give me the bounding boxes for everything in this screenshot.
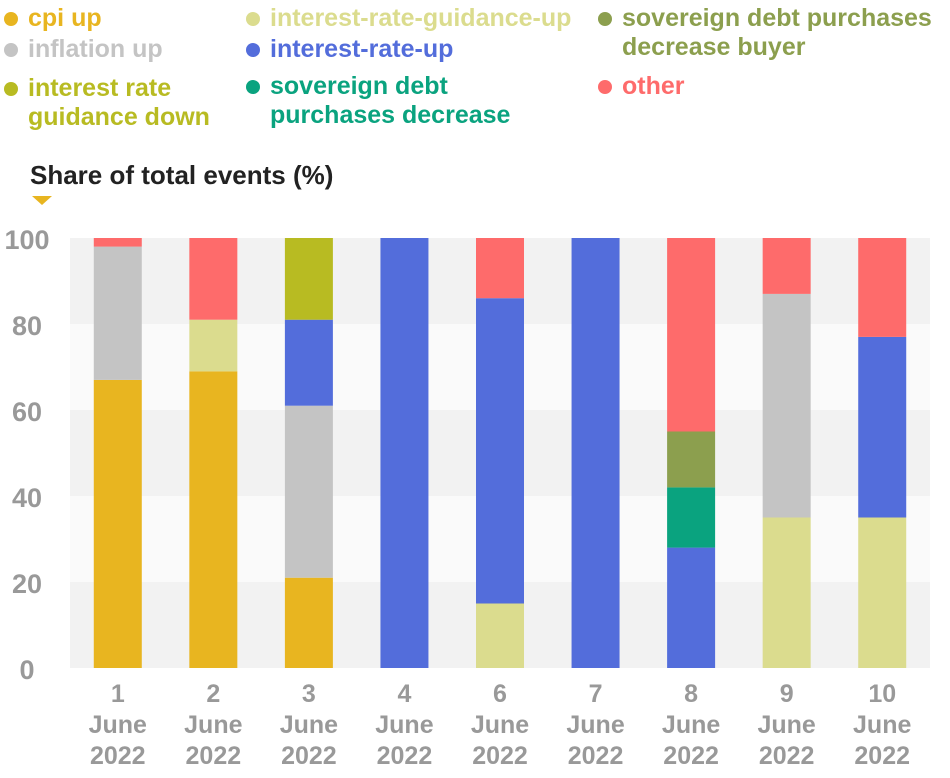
legend-swatch: [246, 80, 260, 94]
legend-swatch: [246, 43, 260, 57]
legend-swatch: [4, 43, 18, 57]
bar-segment-interest-rate-guidance-down[interactable]: [284, 238, 333, 320]
bar-segment-interest-rate-up[interactable]: [284, 319, 333, 406]
legend-swatch: [4, 12, 18, 26]
legend-swatch: [4, 82, 18, 96]
bar-segment-interest-rate-guidance-up[interactable]: [858, 517, 907, 669]
bar-segment-interest-rate-guidance-up[interactable]: [189, 319, 238, 372]
bar-segment-interest-rate-up[interactable]: [380, 238, 429, 668]
legend-item-interest-rate-up[interactable]: interest-rate-up: [246, 35, 453, 64]
legend: cpi up inflation up interest rate guidan…: [0, 0, 950, 150]
bar-segment-other[interactable]: [476, 238, 524, 299]
x-tick-label: 8 June 2022: [662, 680, 720, 770]
y-tick-label: 0: [19, 655, 34, 685]
legend-swatch: [598, 80, 612, 94]
x-axis-ticks: 1 June 2022 2 June 2022 3 June 2022 4 June 2022 6 Jun…: [89, 680, 912, 770]
bar-segment-cpi-up[interactable]: [189, 371, 238, 668]
y-tick-label: 20: [12, 569, 42, 599]
x-tick-label: 9 June 2022: [757, 680, 815, 770]
legend-label: interest rate guidance down: [28, 74, 210, 131]
bar-segment-other[interactable]: [858, 238, 907, 337]
legend-item-interest-rate-guidance-down[interactable]: interest rate guidance down: [4, 74, 210, 132]
legend-item-interest-rate-guidance-up[interactable]: interest-rate-guidance-up: [246, 4, 571, 33]
x-tick-label: 2 June 2022: [184, 680, 242, 770]
bar-segment-other[interactable]: [189, 238, 238, 320]
legend-swatch: [246, 12, 260, 26]
bar-segment-other[interactable]: [93, 238, 142, 247]
bar-segment-sovereign-debt-purchases-decrease-buyer[interactable]: [667, 431, 716, 488]
y-tick-label: 80: [12, 311, 42, 341]
legend-item-other[interactable]: other: [598, 72, 685, 101]
legend-item-sovereign-debt-purchases-decrease[interactable]: sovereign debt purchases decrease: [246, 72, 510, 130]
x-tick-label: 4 June 2022: [375, 680, 433, 770]
x-tick-label: 1 June 2022: [89, 680, 147, 770]
bar-segment-inflation-up[interactable]: [93, 246, 142, 380]
x-tick-label: 6 June 2022: [471, 680, 529, 770]
bar-segment-other[interactable]: [762, 238, 811, 294]
legend-label: interest-rate-guidance-up: [270, 4, 572, 32]
bar-segment-interest-rate-up[interactable]: [476, 298, 524, 604]
y-axis-label-marker-icon: [32, 196, 52, 205]
bar-segment-interest-rate-guidance-up[interactable]: [476, 603, 524, 669]
legend-item-cpi-up[interactable]: cpi up: [4, 4, 102, 33]
y-tick-label: 100: [4, 225, 49, 255]
bar-segment-cpi-up[interactable]: [284, 577, 333, 668]
legend-item-sovereign-debt-purchases-decrease-buyer[interactable]: sovereign debt purchases decrease buyer: [598, 4, 932, 62]
y-axis-ticks: 0 20 40 60 80 100: [4, 225, 49, 685]
legend-label: cpi up: [28, 4, 102, 32]
bars: [93, 238, 907, 669]
legend-label: sovereign debt purchases decrease: [270, 72, 511, 129]
bar-segment-interest-rate-up[interactable]: [667, 547, 716, 668]
x-tick-label: 7 June 2022: [566, 680, 624, 770]
legend-swatch: [598, 12, 612, 26]
bar-segment-inflation-up[interactable]: [284, 405, 333, 578]
x-tick-label: 10 June 2022: [853, 680, 911, 770]
y-axis-label: Share of total events (%): [30, 160, 334, 190]
legend-label: inflation up: [28, 35, 163, 63]
legend-label: interest-rate-up: [270, 35, 454, 63]
legend-item-inflation-up[interactable]: inflation up: [4, 35, 163, 64]
bar-segment-interest-rate-guidance-up[interactable]: [762, 517, 811, 669]
legend-label: sovereign debt purchases decrease buyer: [622, 4, 932, 61]
bar-segment-inflation-up[interactable]: [762, 293, 811, 518]
legend-label: other: [622, 72, 685, 100]
y-tick-label: 60: [12, 397, 42, 427]
bar-segment-interest-rate-up[interactable]: [571, 238, 620, 668]
x-tick-label: 3 June 2022: [280, 680, 338, 770]
y-tick-label: 40: [12, 483, 42, 513]
bar-segment-sovereign-debt-purchases-decrease[interactable]: [667, 487, 716, 548]
bar-segment-cpi-up[interactable]: [93, 379, 142, 668]
bar-segment-other[interactable]: [667, 238, 716, 432]
bar-segment-interest-rate-up[interactable]: [858, 336, 907, 518]
